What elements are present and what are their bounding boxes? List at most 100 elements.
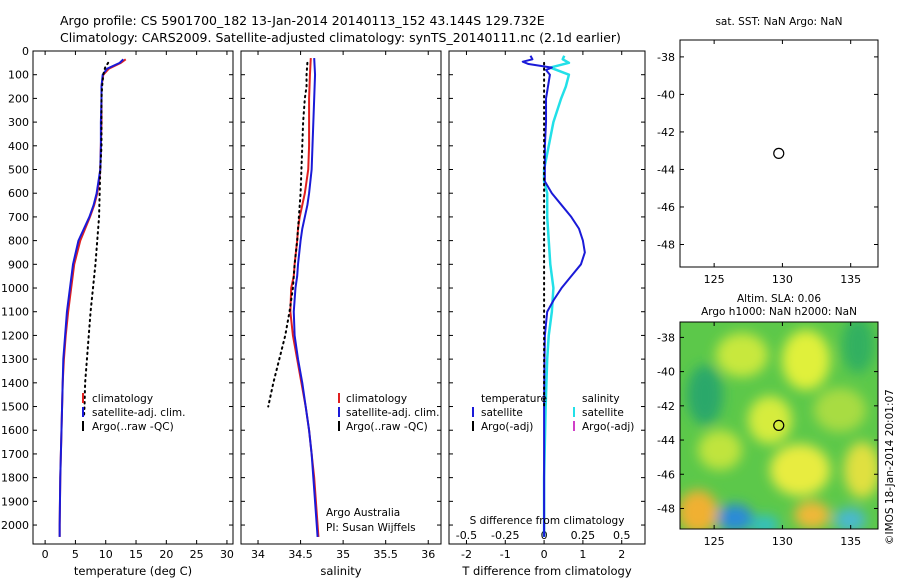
x-top-tick-label: -0.25 [491, 529, 519, 542]
depth-tick-label: 900 [8, 258, 29, 271]
annotation-argo-australia: Argo Australia [326, 507, 400, 519]
x-tick-label: 2 [618, 548, 625, 561]
difference-legend: temperature salinity satellite Argo(-adj… [472, 393, 634, 433]
difference-panel: -2 -1 0 1 2-0.5 -0.25 0 0.25 0.5 T difference fr… [448, 50, 646, 578]
sst-map-ticks: 125 130 135 -38 -40 -42 -44 -46 -48 [657, 40, 878, 286]
salinity-y-ticks [241, 50, 441, 526]
sla-map-title-1: Altim. SLA: 0.06 [737, 293, 821, 305]
depth-tick-label: 1700 [1, 448, 29, 461]
temperature-x-ticks: 0 5 10 15 20 25 30 [42, 51, 234, 561]
difference-y-ticks [449, 50, 645, 526]
salinity-legend: climatology satellite-adj. clim. Argo(..… [338, 393, 439, 433]
series-line-argo-raw-qc- [267, 61, 309, 408]
difference-xlabel-top: S difference from climatology [470, 515, 625, 527]
sla-blob [716, 333, 768, 377]
sla-blob [698, 430, 742, 470]
temperature-xlabel: temperature (deg C) [74, 564, 192, 578]
depth-tick-label: 1200 [1, 329, 29, 342]
depth-tick-label: 1900 [1, 495, 29, 508]
x-tick-label: 35.5 [373, 548, 398, 561]
sla-blob [770, 444, 830, 496]
map-x-tick-label: 130 [772, 535, 793, 548]
sla-blob [782, 330, 830, 390]
sla-blob [680, 490, 718, 529]
map-y-tick-label: -38 [657, 331, 675, 344]
map-x-tick-label: 125 [704, 535, 725, 548]
legend-label-s-satellite: satellite [582, 407, 624, 419]
sla-blob [834, 508, 866, 529]
depth-tick-label: 1500 [1, 401, 29, 414]
x-tick-label: 1 [579, 548, 586, 561]
depth-tick-label: 400 [8, 140, 29, 153]
salinity-xlabel: salinity [320, 564, 361, 578]
sla-blob [717, 504, 753, 529]
title-line-1: Argo profile: CS 5901700_182 13-Jan-2014… [60, 13, 545, 28]
legend-title-temperature: temperature [481, 393, 547, 405]
map-x-tick-label: 135 [840, 273, 861, 286]
map-y-tick-label: -42 [657, 126, 675, 139]
map-y-tick-label: -46 [657, 201, 675, 214]
depth-tick-label: 1800 [1, 472, 29, 485]
x-tick-label: 34.5 [288, 548, 313, 561]
legend-title-salinity: salinity [582, 393, 620, 405]
depth-tick-label: 1100 [1, 306, 29, 319]
x-tick-label: 20 [159, 548, 173, 561]
legend-label-t-argo: Argo(-adj) [481, 421, 533, 433]
x-tick-label: 0 [42, 548, 49, 561]
depth-tick-label: 0 [22, 45, 29, 58]
sla-map-panel: Altim. SLA: 0.06 Argo h1000: NaN h2000: … [657, 293, 896, 548]
sla-blob [751, 515, 779, 529]
x-tick-label: -1 [500, 548, 511, 561]
map-y-tick-label: -40 [657, 88, 675, 101]
sst-map-panel: sat. SST: NaN Argo: NaN 125 130 135 -38 -40 -… [657, 16, 879, 286]
map-y-tick-label: -40 [657, 366, 675, 379]
depth-tick-label: 200 [8, 92, 29, 105]
depth-tick-label: 1400 [1, 377, 29, 390]
sla-map-title-2: Argo h1000: NaN h2000: NaN [701, 306, 857, 318]
sla-blob [842, 322, 874, 373]
depth-tick-label: 1000 [1, 282, 29, 295]
x-tick-label: 35 [336, 548, 350, 561]
difference-xlabel-bottom: T difference from climatology [461, 564, 632, 578]
depth-tick-label: 100 [8, 69, 29, 82]
legend-label-satellite-adj: satellite-adj. clim. [92, 407, 185, 419]
x-tick-label: 34 [251, 548, 265, 561]
x-tick-label: 10 [99, 548, 113, 561]
x-tick-label: 25 [190, 548, 204, 561]
temperature-panel: 0100200300400500600700800900100011001200… [1, 45, 234, 578]
temperature-legend: climatology satellite-adj. clim. Argo(..… [82, 393, 185, 433]
legend-label-climatology: climatology [92, 393, 153, 405]
argo-location-marker [773, 147, 785, 159]
legend-label-argo: Argo(..raw -QC) [346, 421, 428, 433]
salinity-series [267, 58, 320, 537]
depth-tick-label: 1600 [1, 424, 29, 437]
sla-map-ticks: 125 130 135 -38 -40 -42 -44 -46 -48 [657, 322, 878, 548]
x-tick-label: -2 [461, 548, 472, 561]
x-tick-label: 0 [541, 548, 548, 561]
difference-series [521, 55, 586, 537]
difference-axes-frame [448, 50, 646, 545]
argo-location-marker [773, 419, 785, 431]
x-tick-label: 30 [220, 548, 234, 561]
map-y-tick-label: -38 [657, 51, 675, 64]
map-x-tick-label: 130 [772, 273, 793, 286]
sla-heatmap [680, 322, 878, 529]
map-y-tick-label: -44 [657, 434, 675, 447]
map-y-tick-label: -44 [657, 163, 675, 176]
depth-tick-label: 300 [8, 116, 29, 129]
temperature-depth-ticks: 0 100 200 300 400 500 600 700 800 900 1000 1100 1200… [1, 45, 233, 532]
sla-map-frame [679, 321, 879, 530]
x-top-tick-label: 0.5 [613, 529, 631, 542]
series-line-satellite-adj-clim- [292, 58, 319, 537]
depth-tick-label: 700 [8, 211, 29, 224]
map-y-tick-label: -48 [657, 238, 675, 251]
map-y-tick-label: -48 [657, 502, 675, 515]
map-y-tick-label: -46 [657, 468, 675, 481]
salinity-axes-frame [240, 50, 442, 545]
annotation-pi: PI: Susan Wijffels [326, 522, 416, 534]
depth-tick-label: 2000 [1, 519, 29, 532]
map-x-tick-label: 125 [704, 273, 725, 286]
depth-tick-label: 600 [8, 187, 29, 200]
title-line-2: Climatology: CARS2009. Satellite-adjuste… [60, 30, 621, 45]
